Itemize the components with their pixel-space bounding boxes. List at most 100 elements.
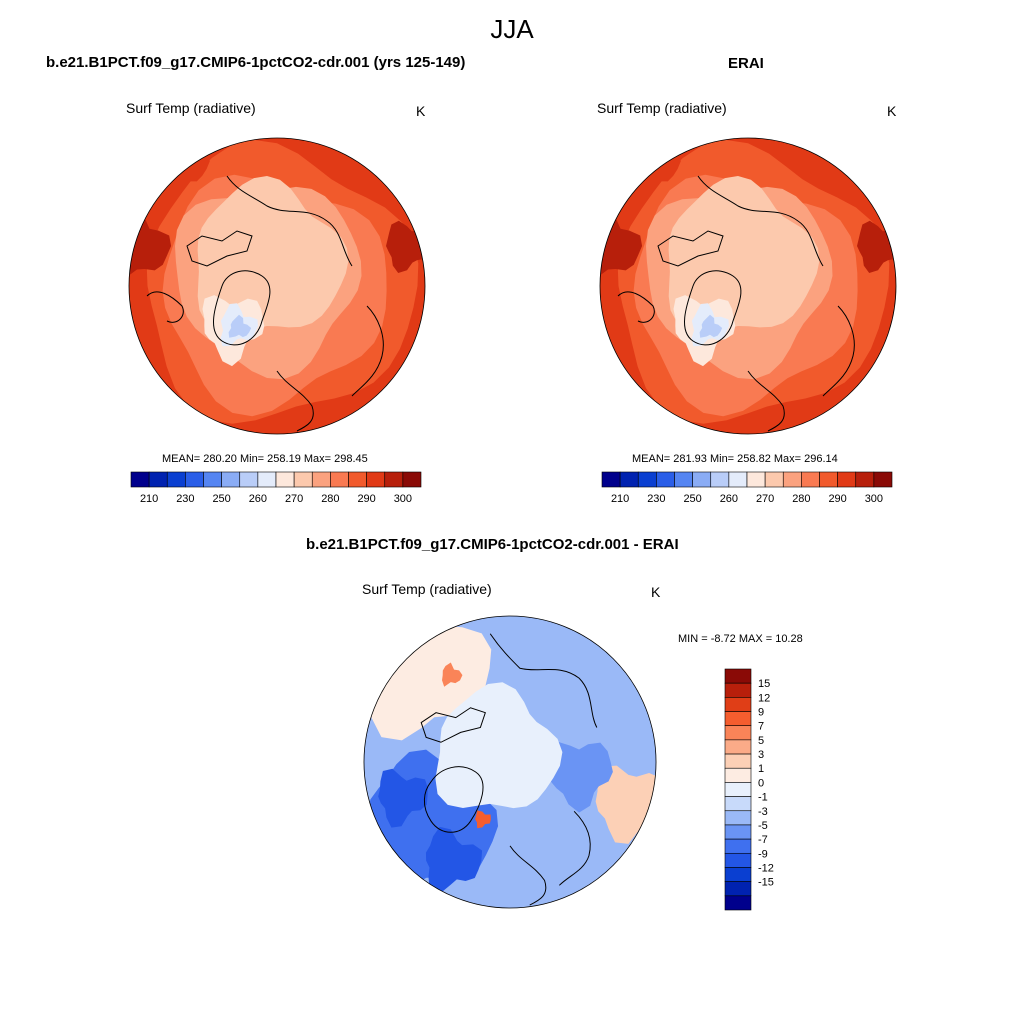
diff-colorbar-tick: 9 xyxy=(758,707,764,719)
obs-variable-label: Surf Temp (radiative) xyxy=(597,100,727,116)
obs-colorbar-swatch xyxy=(674,471,693,488)
model-map-fill xyxy=(129,138,425,434)
model-colorbar-swatch xyxy=(402,471,422,488)
model-colorbar-swatch xyxy=(330,471,349,488)
model-colorbar-swatch xyxy=(384,471,404,488)
model-stats-text: MEAN= 280.20 Min= 258.19 Max= 298.45 xyxy=(162,453,368,465)
model-coast-greenland xyxy=(213,270,271,346)
diff-cold-core-a xyxy=(378,768,428,828)
model-band-270 xyxy=(197,176,349,333)
diff-colorbar-tick: 0 xyxy=(758,777,764,789)
model-coast-archipelago xyxy=(186,230,253,267)
diff-cold-east xyxy=(547,741,613,813)
diff-colorbar-swatch xyxy=(724,895,752,911)
model-colorbar-swatch xyxy=(293,471,313,488)
obs-colorbar-swatch xyxy=(764,471,784,488)
obs-colorbar-swatch xyxy=(656,471,675,488)
obs-panel-title: ERAI xyxy=(728,55,764,72)
diff-colorbar-tick: 5 xyxy=(758,735,764,747)
obs-coast-greenland xyxy=(684,270,742,346)
diff-coast-scandinavia xyxy=(509,845,547,906)
model-variable-label: Surf Temp (radiative) xyxy=(126,100,256,116)
model-colorbar-swatch xyxy=(257,471,277,488)
diff-colorbar: 15 12 9 7 5 3 1 0 -1 -3 -5 -7 -9 -12 -15 xyxy=(724,668,774,911)
diff-units-label: K xyxy=(651,584,661,600)
diff-colorbar-tick: 1 xyxy=(758,763,764,775)
obs-polar-map xyxy=(599,137,897,435)
model-colorbar-swatch xyxy=(348,471,367,488)
diff-colorbar-swatch xyxy=(724,838,752,854)
diff-coast-siberia xyxy=(558,810,591,886)
model-colorbar-swatch xyxy=(185,471,204,488)
obs-colorbar-swatch xyxy=(692,471,712,488)
obs-colorbar-swatch xyxy=(782,471,802,488)
obs-colorbar-swatch xyxy=(710,471,730,488)
diff-coastlines xyxy=(420,633,598,906)
obs-colorbar-swatch xyxy=(746,471,766,488)
obs-colorbar-swatch xyxy=(801,471,820,488)
obs-colorbar-tick: 290 xyxy=(828,493,846,505)
obs-colorbar-tick: 210 xyxy=(611,493,629,505)
model-colorbar-tick: 290 xyxy=(357,493,375,505)
model-colorbar-tick: 210 xyxy=(140,493,158,505)
model-colorbar-swatch xyxy=(221,471,241,488)
obs-coast-scandinavia xyxy=(747,370,785,432)
diff-colorbar-swatch xyxy=(724,767,752,783)
obs-hot-spot-west xyxy=(600,209,643,278)
diff-variable-label: Surf Temp (radiative) xyxy=(362,581,492,597)
diff-colorbar-swatch xyxy=(724,824,752,840)
diff-colorbar-swatch xyxy=(724,852,752,868)
obs-colorbar-swatch xyxy=(837,471,857,488)
diff-colorbar-swatch xyxy=(724,682,752,698)
diff-colorbar-swatch xyxy=(724,881,752,897)
diff-colorbar-swatch xyxy=(724,668,752,684)
obs-colorbar-swatch xyxy=(855,471,875,488)
model-coast-eurasia-north xyxy=(226,175,353,267)
model-units-label: K xyxy=(416,103,426,119)
diff-map-border xyxy=(363,615,657,909)
model-hot-spot-west xyxy=(129,209,172,278)
obs-coast-eurasia-north xyxy=(697,175,824,267)
model-colorbar: 210 230 250 260 270 280 290 300 xyxy=(130,471,422,505)
diff-stats-text: MIN = -8.72 MAX = 10.28 xyxy=(678,633,803,645)
obs-colorbar-tick: 270 xyxy=(756,493,774,505)
obs-colorbar-tick: 250 xyxy=(683,493,701,505)
obs-greenland-core xyxy=(699,314,723,338)
model-colorbar-swatch xyxy=(311,471,331,488)
diff-colorbar-swatch xyxy=(724,697,752,712)
diff-colorbar-swatch xyxy=(724,711,752,727)
diff-panel-title: b.e21.B1PCT.f09_g17.CMIP6-1pctCO2-cdr.00… xyxy=(306,536,679,553)
diff-colorbar-tick: -9 xyxy=(758,848,768,860)
model-coast-scandinavia xyxy=(276,370,314,432)
diff-colorbar-tick: 7 xyxy=(758,721,764,733)
model-colorbar-tick: 250 xyxy=(212,493,230,505)
diff-colorbar-swatch xyxy=(724,867,752,882)
diff-coast-north xyxy=(489,633,598,728)
model-colorbar-tick: 300 xyxy=(394,493,412,505)
model-coastlines xyxy=(146,175,384,432)
obs-colorbar-swatch xyxy=(819,471,838,488)
model-colorbar-tick: 260 xyxy=(249,493,267,505)
obs-colorbar-swatch xyxy=(637,471,657,488)
obs-coastlines xyxy=(617,175,855,432)
diff-colorbar-swatch xyxy=(724,782,752,797)
model-colorbar-swatch xyxy=(148,471,168,488)
obs-units-label: K xyxy=(887,103,897,119)
obs-colorbar-tick: 280 xyxy=(792,493,810,505)
model-colorbar-tick: 280 xyxy=(321,493,339,505)
model-coast-siberia xyxy=(351,305,384,397)
obs-colorbar-tick: 230 xyxy=(647,493,665,505)
model-map-border xyxy=(128,137,426,435)
diff-coast-archipelago xyxy=(420,707,486,743)
model-colorbar-tick: 270 xyxy=(285,493,303,505)
diff-colorbar-tick: 12 xyxy=(758,692,770,704)
diff-colorbar-swatch xyxy=(724,753,752,769)
obs-colorbar-swatch xyxy=(873,471,893,488)
page-title: JJA xyxy=(490,14,534,44)
diff-colorbar-tick: -3 xyxy=(758,806,768,818)
diff-colorbar-tick: -15 xyxy=(758,877,774,889)
obs-band-270 xyxy=(668,176,820,333)
obs-coast-siberia xyxy=(822,305,855,397)
diff-colorbar-swatch xyxy=(724,810,752,826)
diff-warm-spot-b xyxy=(475,810,491,829)
